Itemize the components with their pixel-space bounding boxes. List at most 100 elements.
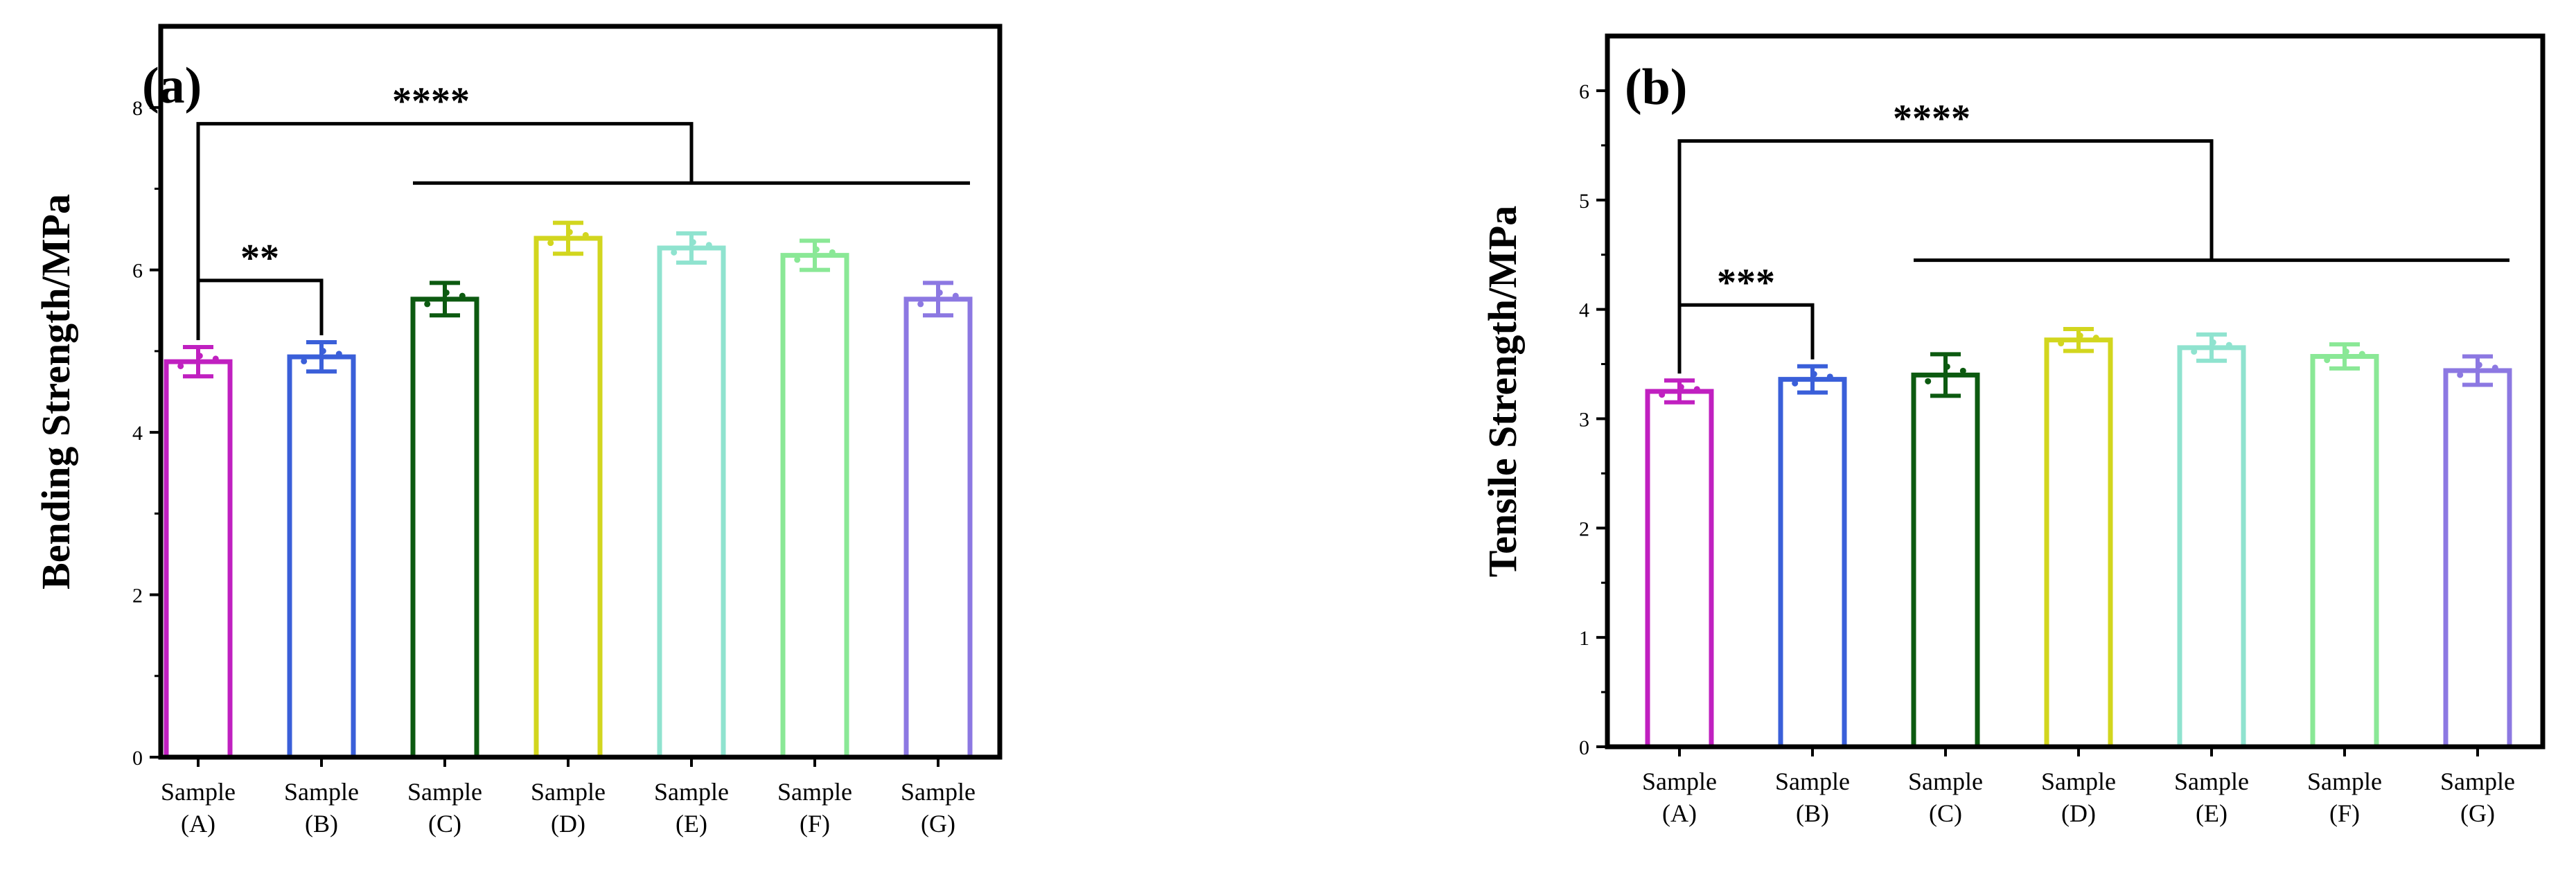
x-tick-sub-label-6: (G) [921,810,955,838]
data-point-6-2 [952,292,959,299]
bar-6 [2443,368,2512,747]
data-point-5-2 [829,249,836,256]
data-point-3-0 [2058,340,2065,347]
y-tick-label-0: 0 [132,747,143,770]
x-tick-label-2: Sample [1908,768,1983,795]
data-point-4-2 [2225,342,2232,348]
x-tick-sub-label-0: (A) [181,810,215,838]
bar-2 [1911,372,1980,747]
data-point-4-0 [2191,348,2198,355]
data-point-5-0 [2324,357,2331,364]
data-point-2-0 [1925,378,1932,384]
panel-label: (a) [142,57,202,114]
y-tick-label-0: 0 [1579,736,1589,759]
data-point-2-1 [1943,363,1950,370]
data-point-2-2 [459,292,466,299]
data-point-5-1 [813,246,820,253]
bar-4 [657,245,726,757]
data-point-6-1 [2476,362,2482,369]
significance-bracket-2 [196,122,694,281]
data-point-1-1 [1810,371,1817,378]
significance-label-1: ** [240,237,279,280]
y-tick-label-4: 4 [1579,299,1589,322]
bar-1 [1778,377,1847,747]
x-tick-sub-label-1: (B) [1796,799,1829,827]
x-tick-sub-label-4: (E) [676,810,707,838]
data-point-0-0 [177,362,184,369]
bar-4 [2177,345,2246,747]
axes-frame [1605,33,2546,750]
data-point-1-2 [335,351,342,357]
y-axis-label: Tensile Strength/MPa [1480,206,1525,578]
data-point-3-0 [547,240,554,247]
data-point-4-1 [2209,339,2216,346]
chart-panel-a: Sample (A) Sample (B) Sample (C) Sample (D) Samp… [33,24,1003,838]
x-tick-label-0: Sample [161,778,236,806]
data-point-5-2 [2358,351,2365,357]
y-tick-label-6: 6 [1579,80,1589,103]
x-tick-label-6: Sample [901,778,976,806]
bar-6 [903,296,973,757]
bar-3 [2044,337,2113,747]
data-point-6-2 [2491,364,2498,371]
y-tick-label-2: 4 [132,422,143,445]
y-tick-label-3: 6 [132,260,143,283]
x-tick-sub-label-5: (F) [800,810,830,838]
data-point-3-1 [566,229,573,236]
x-tick-sub-label-2: (C) [428,810,461,838]
x-tick-label-5: Sample [2307,768,2382,795]
x-tick-sub-label-5: (F) [2329,799,2360,827]
data-point-3-2 [582,231,589,238]
bar-2 [410,296,479,757]
x-tick-label-2: Sample [407,778,482,806]
significance-bracket-2 [1677,139,2214,305]
data-point-1-0 [301,357,308,364]
x-tick-label-6: Sample [2440,768,2515,795]
data-point-6-1 [936,289,943,296]
significance-bracket-1 [1677,303,1815,374]
significance-bracket-1 [196,278,324,341]
data-point-3-1 [2076,332,2083,339]
bar-0 [1645,389,1714,747]
y-axis-label: Bending Strength/MPa [33,194,78,590]
axes-frame [158,24,1003,760]
data-point-4-0 [671,249,678,256]
x-tick-sub-label-4: (E) [2196,799,2227,827]
data-point-0-2 [212,355,219,362]
data-point-4-2 [705,242,712,249]
y-tick-label-1: 1 [1579,627,1589,650]
significance-label-1: *** [1717,261,1775,304]
data-point-5-1 [2343,348,2349,355]
x-tick-sub-label-3: (D) [2061,799,2096,827]
x-tick-label-1: Sample [284,778,359,806]
x-tick-label-4: Sample [654,778,729,806]
bar-5 [780,253,849,757]
y-tick-label-3: 3 [1579,408,1589,431]
x-tick-label-3: Sample [2041,768,2116,795]
data-point-4-1 [689,239,696,246]
bar-3 [533,236,603,757]
chart-panel-b: Sample (A) Sample (B) Sample (C) Sample (D) Samp… [1480,33,2546,827]
data-point-5-0 [794,256,801,263]
x-tick-label-0: Sample [1642,768,1717,795]
data-point-6-0 [2457,371,2464,378]
data-point-1-1 [319,348,326,355]
data-point-0-2 [1693,386,1700,393]
y-tick-label-1: 2 [132,585,143,608]
y-tick-label-4: 8 [132,97,143,120]
data-point-6-0 [917,301,924,308]
x-tick-label-3: Sample [531,778,606,806]
significance-label-2: **** [1893,98,1970,141]
data-point-1-0 [1792,380,1799,387]
data-point-0-0 [1659,391,1666,398]
data-point-1-2 [1826,373,1833,380]
data-point-2-2 [1959,367,1966,374]
x-tick-sub-label-6: (G) [2460,799,2495,827]
x-tick-label-4: Sample [2174,768,2249,795]
panel-label: (b) [1625,59,1687,116]
x-tick-label-5: Sample [777,778,852,806]
significance-label-2: **** [392,80,470,123]
x-tick-label-1: Sample [1775,768,1850,795]
x-tick-sub-label-0: (A) [1662,799,1697,827]
